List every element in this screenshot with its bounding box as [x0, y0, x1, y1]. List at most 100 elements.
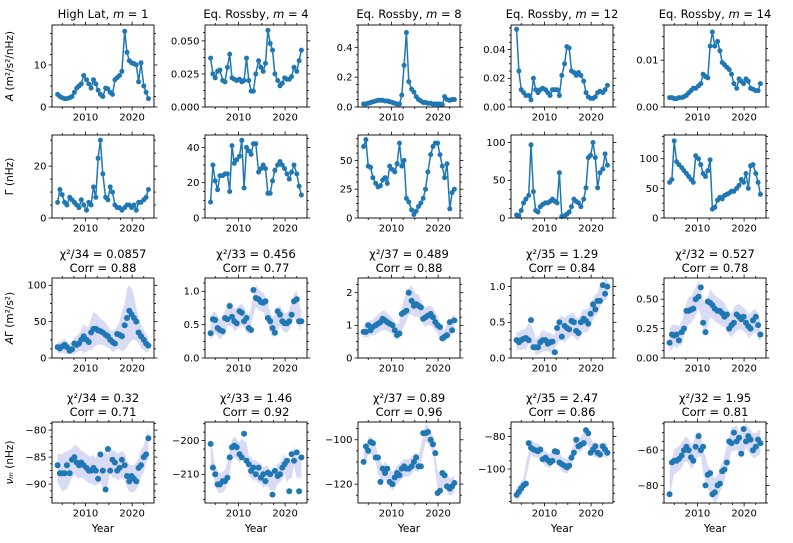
panel-stats-chi2: χ²/33 = 0.456	[216, 247, 296, 261]
data-point	[755, 322, 762, 329]
x-tick-label: 2010	[73, 364, 98, 375]
data-point	[700, 319, 707, 326]
data-point	[363, 137, 369, 143]
data-point	[405, 289, 412, 296]
axes-box	[663, 134, 767, 219]
data-point	[554, 325, 561, 331]
y-tick-label: 50	[34, 317, 47, 328]
data-point	[566, 326, 573, 333]
data-point	[750, 162, 756, 168]
data-point	[449, 327, 456, 334]
data-point	[277, 471, 283, 478]
data-point	[210, 162, 216, 168]
data-point	[705, 75, 711, 81]
y-tick-label: 0	[346, 353, 352, 364]
x-tick-label: 2010	[685, 364, 710, 375]
data-point	[702, 329, 709, 336]
data-point	[286, 176, 292, 182]
data-point	[731, 81, 737, 87]
panel-stats-corr: Corr = 0.86	[529, 405, 596, 419]
data-point	[717, 48, 723, 54]
panel-stats-corr: Corr = 0.71	[70, 405, 137, 419]
x-tick-label: 2010	[226, 364, 251, 375]
data-point	[568, 454, 575, 461]
data-point	[521, 200, 527, 206]
data-point	[71, 89, 77, 95]
subplot-Gamma-highlat-m1: 2010 2020 0 20 Γ (nHz)	[4, 131, 158, 235]
data-point	[133, 207, 139, 213]
panel-stats-chi2: χ²/37 = 0.489	[369, 247, 449, 261]
y-tick-label: −210	[172, 470, 199, 481]
data-point	[678, 452, 685, 459]
panel-stats-corr: Corr = 0.96	[376, 405, 443, 419]
data-point	[81, 202, 87, 208]
x-tick-label: 2010	[73, 224, 98, 235]
x-tick-label: 2010	[379, 364, 404, 375]
data-point	[439, 163, 445, 169]
data-point	[124, 473, 130, 479]
data-point	[231, 160, 237, 166]
data-point	[298, 192, 304, 198]
data-point	[224, 316, 231, 323]
data-point	[262, 478, 269, 485]
data-point	[107, 184, 113, 190]
data-point	[207, 440, 214, 447]
y-tick-label: 0.01	[636, 56, 658, 67]
data-point	[387, 163, 393, 169]
data-point	[698, 162, 704, 168]
data-point	[745, 185, 751, 191]
data-point	[237, 153, 242, 159]
data-point	[76, 205, 82, 211]
data-point	[716, 480, 723, 487]
y-tick-label: 0.5	[184, 320, 200, 331]
data-point	[100, 171, 106, 177]
data-point	[217, 67, 223, 73]
data-point	[145, 187, 151, 192]
data-point	[711, 489, 718, 496]
x-tick-label: 2010	[532, 509, 557, 520]
data-point	[580, 440, 587, 447]
axes-box	[663, 277, 767, 359]
data-point	[258, 166, 264, 172]
data-point	[145, 96, 151, 102]
data-point	[535, 344, 541, 351]
data-point	[578, 72, 584, 78]
x-tick-label: 2020	[272, 224, 297, 235]
data-point	[362, 443, 369, 450]
data-point	[61, 470, 68, 477]
data-point	[241, 78, 247, 83]
data-point	[428, 152, 434, 158]
panel-stats-chi2: χ²/37 = 0.89	[373, 391, 445, 405]
data-point	[432, 450, 439, 457]
data-point	[263, 166, 268, 172]
data-point	[729, 71, 734, 77]
y-tick-label: 0.2	[337, 73, 353, 84]
data-point	[126, 478, 133, 485]
data-point	[256, 58, 262, 64]
y-tick-label: 0	[40, 213, 46, 224]
data-point	[554, 87, 560, 93]
data-point	[279, 80, 285, 86]
data-point	[55, 199, 61, 205]
data-point	[267, 318, 274, 325]
data-point	[263, 60, 268, 66]
data-point	[441, 472, 448, 479]
data-point	[451, 97, 457, 102]
data-point	[551, 349, 558, 356]
data-point	[277, 311, 283, 318]
data-point	[696, 156, 701, 162]
data-point	[581, 78, 587, 84]
panel-title: Eq. Rossby, m = 4	[203, 7, 308, 21]
data-point	[752, 443, 759, 450]
data-point	[435, 140, 441, 146]
y-tick-label: 10	[34, 60, 47, 71]
data-point	[360, 458, 367, 465]
panel-title: Eq. Rossby, m = 8	[356, 7, 461, 21]
data-point	[57, 187, 63, 192]
data-point	[549, 338, 556, 345]
data-point	[289, 169, 295, 175]
data-point	[258, 64, 264, 70]
data-point	[692, 443, 699, 450]
panel-stats-chi2: χ²/33 = 1.46	[220, 391, 292, 405]
